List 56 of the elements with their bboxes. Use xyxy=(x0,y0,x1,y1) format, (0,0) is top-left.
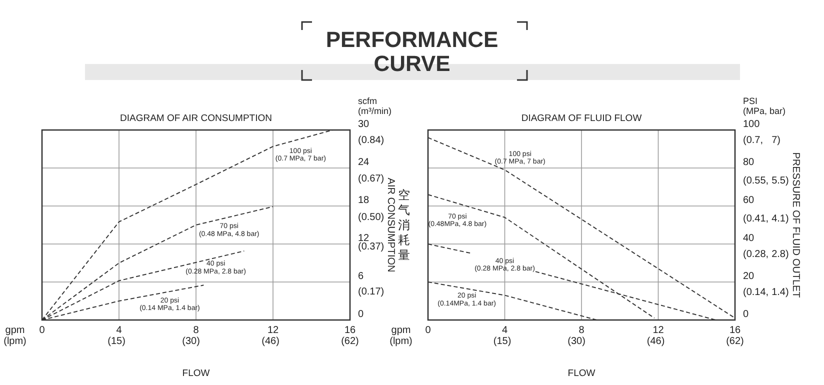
x2-tick-label: (15) xyxy=(108,336,126,347)
y-tick-label: 80 xyxy=(743,157,755,168)
x-tick-label: 4 xyxy=(502,325,508,336)
text: gpm (lpm) xyxy=(390,325,412,347)
x2-tick-label: (30) xyxy=(568,336,586,347)
y-tick-label: 40 xyxy=(743,233,755,244)
text: PSI (MPa, bar) xyxy=(743,96,786,116)
chart-title: DIAGRAM OF FLUID FLOW xyxy=(521,113,642,124)
y-tick-label: 30 xyxy=(358,119,370,130)
y3-tick-label: 5.5) xyxy=(772,176,789,187)
x2-tick-label: (15) xyxy=(493,336,512,347)
text: scfm (m³/min) xyxy=(358,96,392,116)
text: gpm (lpm) xyxy=(4,325,26,347)
x2-tick-label: (30) xyxy=(182,336,200,347)
y3-tick-label: 4.1) xyxy=(772,214,789,225)
y2-tick-label: (0.50) xyxy=(358,212,384,223)
text: PERFORMANCE CURVE xyxy=(326,27,498,76)
y3-axis-title: PRESSURE OF FLUID OUTLET xyxy=(790,152,801,298)
x2-tick-label: (46) xyxy=(262,336,280,347)
y2-tick-label: (0.55, xyxy=(743,176,769,187)
x-tick-label: 0 xyxy=(39,325,46,336)
y2-axis-title: AIR CONSUMPTION xyxy=(385,178,396,272)
x-tick-label: 4 xyxy=(116,325,122,336)
text: 空气消耗量 xyxy=(398,188,410,262)
y-tick-label: 6 xyxy=(358,271,364,282)
y-tick-label: 100 xyxy=(743,119,760,130)
y2-tick-label: (0.41, xyxy=(743,214,769,225)
chart-title: DIAGRAM OF AIR CONSUMPTION xyxy=(120,113,272,124)
y2-tick-label: (0.84) xyxy=(358,135,384,146)
x-axis-title: FLOW xyxy=(182,368,210,379)
y2-tick-label: (0.37) xyxy=(358,241,384,252)
x-tick-label: 16 xyxy=(344,325,356,336)
y2-tick-label: (0.67) xyxy=(358,173,384,184)
x2-tick-label: (46) xyxy=(646,336,665,347)
x2-tick-label: (62) xyxy=(341,336,359,347)
x-tick-label: 0 xyxy=(425,325,432,336)
x-axis-title: FLOW xyxy=(568,368,596,379)
y-tick-label: 18 xyxy=(358,195,370,206)
y2-tick-label: (0.14, xyxy=(743,287,769,298)
y3-tick-label: 1.4) xyxy=(772,287,789,298)
y2-tick-label: (0.28, xyxy=(743,249,769,260)
x-tick-label: 8 xyxy=(578,325,585,336)
x2-tick-label: (62) xyxy=(726,336,744,347)
y2-tick-label: (0.7, xyxy=(743,135,764,146)
y2-tick-label: (0.17) xyxy=(358,286,384,298)
y-tick-label: 20 xyxy=(743,271,755,282)
y-tick-label: 60 xyxy=(743,195,755,206)
x-tick-label: 12 xyxy=(652,325,664,336)
y-tick-label: 0 xyxy=(743,309,749,320)
y-tick-label: 24 xyxy=(358,157,370,168)
y-tick-label: 0 xyxy=(358,309,364,320)
x-tick-label: 8 xyxy=(193,325,200,336)
x-tick-label: 12 xyxy=(267,325,279,336)
y3-tick-label: 2.8) xyxy=(772,249,789,260)
y3-tick-label: 7) xyxy=(772,135,780,146)
x-tick-label: 16 xyxy=(729,325,741,336)
